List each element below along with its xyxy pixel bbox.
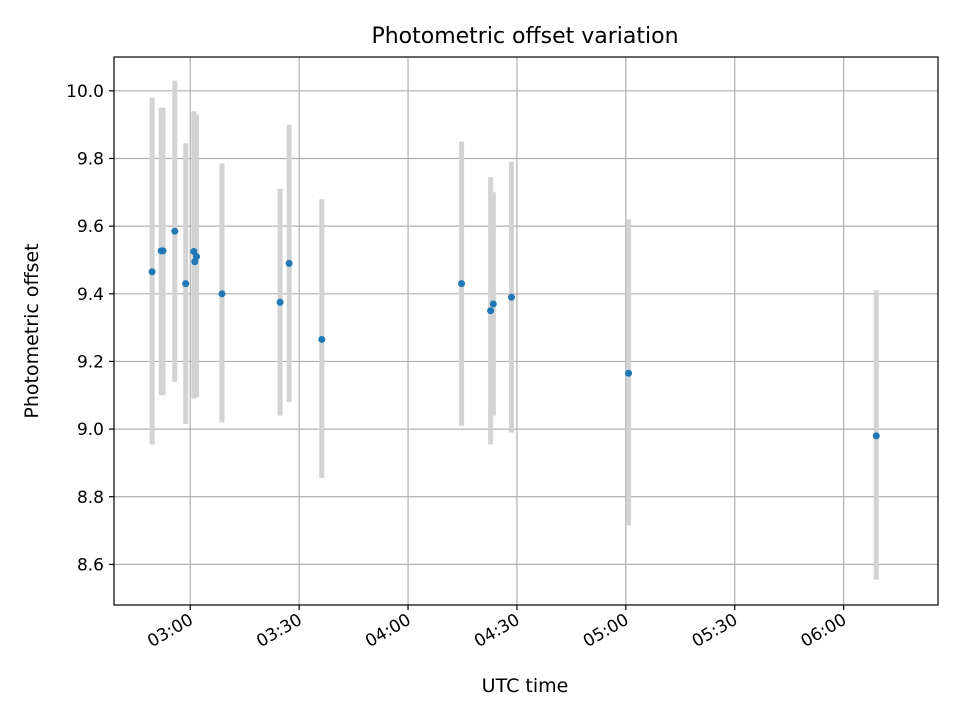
y-axis: 8.6 8.8 9.0 9.2 9.4 9.6 9.8 10.0 — [66, 82, 114, 575]
data-point — [458, 280, 466, 288]
plot-frame — [113, 56, 939, 606]
y-tick-label: 9.8 — [77, 149, 104, 169]
y-tick-label: 8.8 — [77, 488, 104, 508]
chart-title: Photometric offset variation — [371, 24, 678, 49]
data-point — [182, 280, 190, 288]
data-point — [218, 290, 226, 298]
y-tick-label: 9.2 — [77, 352, 104, 372]
y-tick-label: 8.6 — [77, 555, 104, 575]
y-tick-label: 9.0 — [77, 420, 104, 440]
data-points — [148, 227, 880, 440]
data-point — [872, 432, 880, 440]
x-axis-label: UTC time — [482, 675, 569, 697]
data-point — [318, 335, 326, 343]
y-tick-label: 9.4 — [77, 285, 104, 305]
data-point — [507, 293, 515, 301]
data-point — [276, 298, 284, 306]
data-point — [171, 227, 179, 235]
data-point — [625, 369, 633, 377]
data-point — [159, 247, 167, 255]
data-point — [148, 268, 156, 276]
data-point — [487, 307, 495, 315]
y-tick-label: 10.0 — [66, 82, 104, 102]
data-point — [193, 253, 201, 261]
y-axis-label: Photometric offset — [21, 243, 43, 418]
grid — [114, 57, 938, 605]
y-tick-label: 9.6 — [77, 217, 104, 237]
data-point — [285, 259, 293, 267]
data-point — [489, 300, 497, 308]
